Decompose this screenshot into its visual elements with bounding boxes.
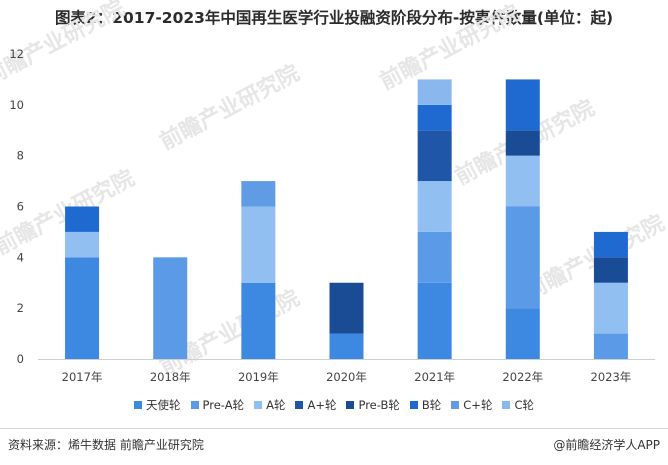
bar-segment <box>505 308 540 359</box>
source-text: 资料来源：烯牛数据 前瞻产业研究院 <box>8 438 204 452</box>
bar-segment <box>417 130 452 182</box>
bar-segment <box>241 206 276 283</box>
legend-label: C+轮 <box>463 398 493 412</box>
legend-label: A+轮 <box>307 398 337 412</box>
legend-swatch <box>190 401 199 409</box>
legend-label: A轮 <box>266 398 286 412</box>
bar-segment <box>417 79 452 105</box>
legend-item: Pre-B轮 <box>346 397 400 413</box>
bar-segment <box>65 257 100 359</box>
legend-label: B轮 <box>421 398 442 412</box>
legend-item: A+轮 <box>295 397 336 413</box>
footer-divider <box>0 428 668 429</box>
bar-segment <box>153 257 188 359</box>
bar-segment <box>593 282 628 334</box>
brand-text: @前瞻经济学人APP <box>553 438 660 452</box>
legend-swatch <box>502 401 511 409</box>
bars-layer <box>65 79 628 359</box>
legend-label: 天使轮 <box>146 398 181 412</box>
x-tick-label: 2023年 <box>591 370 632 384</box>
y-tick-label: 12 <box>9 47 24 61</box>
y-tick-label: 2 <box>17 301 24 315</box>
bar-segment <box>505 130 540 156</box>
bar-segment <box>593 257 628 283</box>
x-tick-label: 2022年 <box>502 370 543 384</box>
chart-legend: 天使轮 Pre-A轮 A轮 A+轮 Pre-B轮 B轮 C+轮 C轮 <box>0 397 668 413</box>
y-tick-label: 6 <box>17 200 24 214</box>
x-tick-label: 2020年 <box>326 370 367 384</box>
bar-segment <box>417 231 452 283</box>
bar-segment <box>241 282 276 359</box>
legend-label: Pre-B轮 <box>358 398 400 412</box>
legend-swatch <box>134 401 143 409</box>
y-axis: 0 2 4 6 8 10 12 <box>9 47 24 366</box>
y-tick-label: 8 <box>17 149 24 163</box>
legend-swatch <box>254 401 263 409</box>
legend-item: A轮 <box>254 397 285 413</box>
legend-swatch <box>409 401 418 409</box>
watermark-text: 前瞻产业研究院 <box>0 0 129 90</box>
bar-segment <box>505 79 540 131</box>
bar-segment <box>417 282 452 359</box>
legend-item: 天使轮 <box>134 397 181 413</box>
legend-item: C+轮 <box>451 397 492 413</box>
chart-title: 图表2：2017-2023年中国再生医学行业投融资阶段分布-按事件数量(单位：起… <box>54 9 614 27</box>
x-tick-label: 2019年 <box>238 370 279 384</box>
bar-segment <box>65 231 100 258</box>
legend-label: Pre-A轮 <box>202 398 245 412</box>
legend-swatch <box>451 401 460 409</box>
y-tick-label: 10 <box>9 98 24 112</box>
watermark-text: 前瞻产业研究院 <box>156 60 304 155</box>
legend-swatch <box>346 401 355 409</box>
x-tick-label: 2017年 <box>62 370 103 384</box>
x-tick-label: 2021年 <box>414 370 455 384</box>
bar-segment <box>593 231 628 258</box>
bar-segment <box>329 282 364 334</box>
y-tick-label: 4 <box>17 250 24 264</box>
bar-segment <box>505 206 540 309</box>
y-tick-label: 0 <box>17 352 24 366</box>
bar-segment <box>241 181 276 207</box>
legend-item: B轮 <box>409 397 442 413</box>
legend-label: C轮 <box>514 398 534 412</box>
bar-segment <box>65 206 100 232</box>
bar-segment <box>329 333 364 359</box>
bar-segment <box>505 155 540 207</box>
bar-segment <box>417 104 452 131</box>
bar-segment <box>417 181 452 232</box>
legend-item: Pre-A轮 <box>190 397 245 413</box>
legend-item: C轮 <box>502 397 534 413</box>
legend-swatch <box>295 401 304 409</box>
bar-segment <box>593 333 628 359</box>
x-axis: 2017年 2018年 2019年 2020年 2021年 2022年 2023年 <box>38 359 655 384</box>
x-tick-label: 2018年 <box>150 370 191 384</box>
